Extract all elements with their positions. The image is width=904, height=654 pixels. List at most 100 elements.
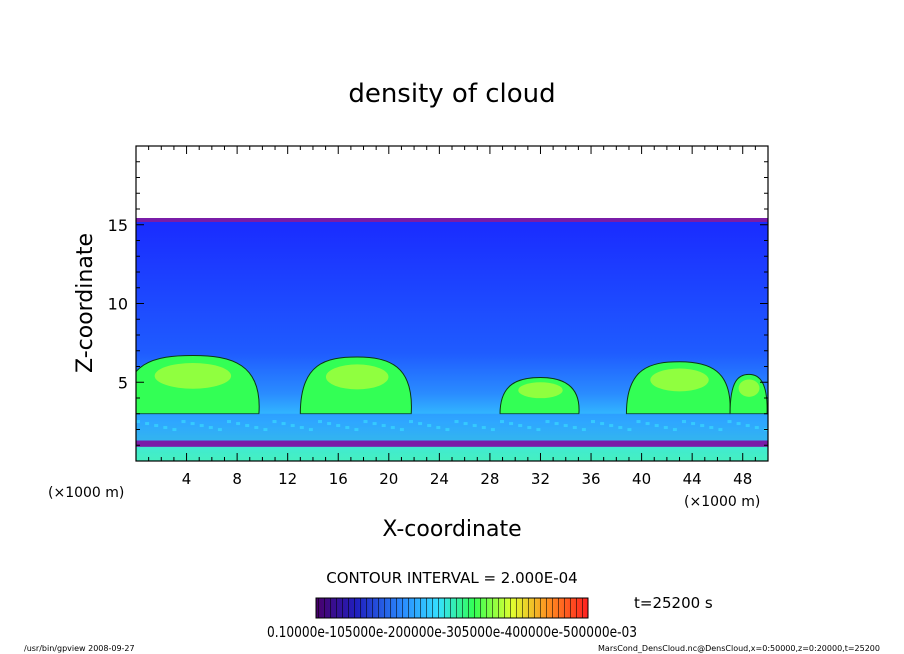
low-band-speck bbox=[581, 428, 586, 432]
colorbar-frame bbox=[315, 597, 589, 619]
low-band-speck bbox=[227, 420, 231, 424]
heatmap-field bbox=[136, 218, 768, 461]
low-band-speck bbox=[472, 424, 477, 428]
x-units-right: (×1000 m) bbox=[684, 494, 760, 510]
plot-area bbox=[135, 145, 769, 462]
low-band-speck bbox=[263, 428, 268, 432]
footer-left: /usr/bin/gpview 2008-09-27 bbox=[24, 644, 135, 653]
low-band-purple bbox=[136, 440, 768, 447]
x-tick-label: 48 bbox=[733, 470, 752, 488]
low-band-speck bbox=[718, 428, 723, 432]
y-tick-label: 5 bbox=[118, 373, 128, 392]
x-tick-label: 36 bbox=[581, 470, 600, 488]
low-band-speck bbox=[336, 424, 341, 428]
low-band-speck bbox=[145, 422, 150, 426]
x-tick-label: 44 bbox=[683, 470, 702, 488]
cloud-contour bbox=[136, 354, 260, 415]
cloud-contour bbox=[729, 373, 768, 415]
x-axis-ticks: 4 8 12 16 20 24 28 32 36 40 44 48 bbox=[148, 146, 756, 488]
low-band-speck bbox=[736, 422, 741, 426]
low-band-speck bbox=[481, 426, 486, 430]
low-band-speck bbox=[709, 426, 714, 430]
y-tick-label: 15 bbox=[108, 216, 128, 235]
low-band-speck bbox=[563, 424, 568, 428]
colorbar-stripes bbox=[316, 598, 588, 618]
low-band-speck bbox=[418, 422, 423, 426]
low-band-speck bbox=[727, 420, 732, 424]
x-tick-label: 40 bbox=[632, 470, 651, 488]
chart-title: density of cloud bbox=[348, 79, 555, 109]
low-band-speck bbox=[509, 422, 514, 426]
low-band-speck bbox=[554, 422, 559, 426]
low-band-speck bbox=[345, 426, 350, 430]
cloud-core bbox=[154, 363, 232, 389]
low-band-speck bbox=[572, 426, 577, 430]
low-band-speck bbox=[290, 424, 295, 428]
low-band-speck bbox=[308, 428, 313, 432]
low-band-speck bbox=[645, 422, 650, 426]
low-band-speck bbox=[527, 426, 532, 430]
low-band-speck bbox=[627, 428, 632, 432]
low-band-speck bbox=[445, 428, 450, 432]
cloud-contour bbox=[625, 361, 731, 415]
low-band-speck bbox=[618, 426, 623, 430]
x-tick-label: 4 bbox=[182, 470, 192, 488]
low-band-speck bbox=[609, 424, 614, 428]
y-axis-ticks: 5 10 15 bbox=[108, 161, 768, 446]
low-band-speck bbox=[136, 420, 140, 424]
low-band-speck bbox=[299, 426, 304, 430]
low-band-speck bbox=[500, 420, 504, 424]
cloud-core bbox=[738, 379, 760, 397]
low-band-speck bbox=[672, 428, 677, 432]
x-units-left: (×1000 m) bbox=[48, 485, 124, 501]
low-band-speck bbox=[427, 424, 432, 428]
low-band-speck bbox=[327, 422, 332, 426]
x-tick-label: 32 bbox=[531, 470, 550, 488]
low-band-speck bbox=[181, 420, 186, 424]
low-band-speck bbox=[163, 426, 168, 430]
low-band-speck bbox=[490, 428, 495, 432]
contour-interval-text: CONTOUR INTERVAL = 2.000E-04 bbox=[326, 569, 577, 587]
low-band-speck bbox=[281, 422, 286, 426]
footer-right: MarsCond_DensCloud.nc@DensCloud,x=0:5000… bbox=[598, 644, 880, 653]
cloud-core bbox=[518, 382, 563, 399]
colorbar-labels: 0.10000e-105000e-200000e-305000e-400000e… bbox=[267, 623, 637, 641]
low-band-speck bbox=[254, 426, 259, 430]
x-tick-label: 20 bbox=[379, 470, 398, 488]
low-band-speck bbox=[409, 420, 413, 424]
low-band-speck bbox=[236, 422, 241, 426]
low-band-speck bbox=[691, 422, 696, 426]
low-band-speck bbox=[354, 428, 359, 432]
low-band-speck bbox=[399, 428, 404, 432]
low-band-speck bbox=[545, 420, 550, 424]
x-tick-label: 12 bbox=[278, 470, 297, 488]
cloud-core bbox=[650, 368, 709, 392]
x-axis-label: X-coordinate bbox=[382, 517, 521, 542]
cloud-core bbox=[325, 364, 389, 390]
low-band-speck bbox=[245, 424, 250, 428]
low-band-speck bbox=[745, 424, 750, 428]
colorbar bbox=[315, 597, 589, 619]
low-band-speck bbox=[318, 420, 322, 424]
low-band-speck bbox=[390, 426, 395, 430]
low-band-speck bbox=[154, 424, 159, 428]
low-band-speck bbox=[363, 420, 368, 424]
low-band-speck bbox=[208, 426, 213, 430]
low-band-speck bbox=[454, 420, 459, 424]
low-band-speck bbox=[436, 426, 441, 430]
low-band-speck bbox=[536, 428, 541, 432]
low-band-speck bbox=[172, 428, 177, 432]
low-band-speck bbox=[600, 422, 605, 426]
low-band-speck bbox=[591, 420, 595, 424]
x-tick-label: 8 bbox=[232, 470, 242, 488]
low-band-speck bbox=[463, 422, 468, 426]
low-band-speck bbox=[518, 424, 523, 428]
low-band-speck bbox=[700, 424, 705, 428]
low-band-speck bbox=[372, 422, 377, 426]
low-band-speck bbox=[682, 420, 686, 424]
cloud-contour bbox=[299, 356, 412, 415]
y-axis-label: Z-coordinate bbox=[73, 233, 98, 373]
low-band-speck bbox=[663, 426, 668, 430]
low-band-speck bbox=[217, 428, 222, 432]
